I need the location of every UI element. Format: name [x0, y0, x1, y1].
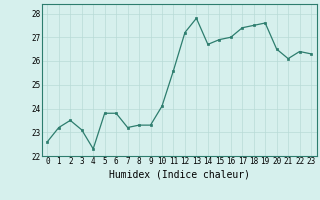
X-axis label: Humidex (Indice chaleur): Humidex (Indice chaleur)	[109, 169, 250, 179]
